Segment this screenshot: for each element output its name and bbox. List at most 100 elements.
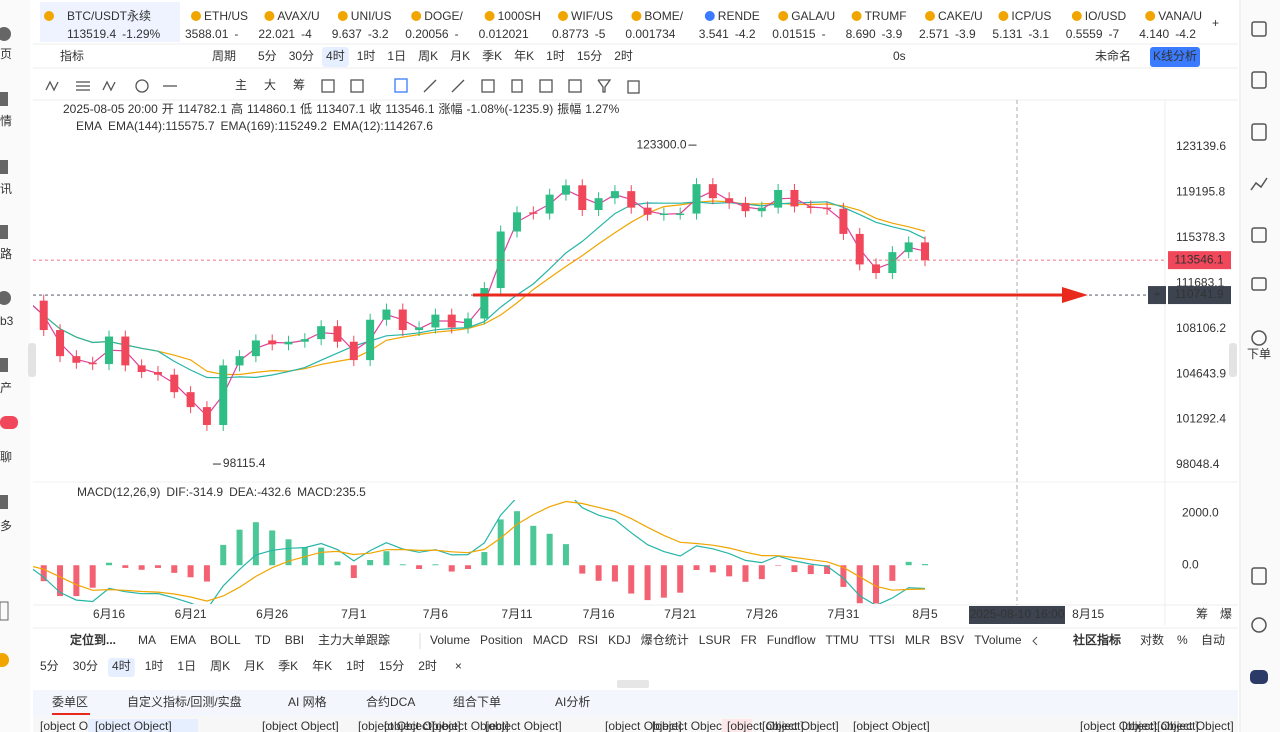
bottom-tab[interactable]: 组合下单 xyxy=(453,694,501,709)
timeframe[interactable]: 月K xyxy=(450,49,470,63)
sub-indicator[interactable]: TTSI xyxy=(869,633,895,647)
nav-icons[interactable] xyxy=(0,27,18,667)
main-indicator[interactable]: TD xyxy=(255,633,271,647)
timeframe[interactable]: 周K xyxy=(418,49,438,63)
timeframe[interactable]: 5分 xyxy=(40,659,59,673)
sub-indicator[interactable]: Volume xyxy=(430,633,470,647)
sub-indicator[interactable]: MLR xyxy=(905,633,931,647)
analysis-button-bg[interactable] xyxy=(1150,47,1200,67)
add-alert[interactable]: + xyxy=(1153,287,1160,301)
ticker-cell[interactable]: BOME/0.001734 xyxy=(624,2,696,42)
timeframe[interactable]: 30分 xyxy=(289,49,314,63)
close-timeframes[interactable]: × xyxy=(455,659,462,673)
chevron-left[interactable] xyxy=(1032,636,1038,646)
timeframe[interactable]: 15分 xyxy=(577,49,602,63)
timeframe[interactable]: 1时 xyxy=(357,49,376,63)
timeframe[interactable]: 2时 xyxy=(614,49,633,63)
main-indicator[interactable]: BOLL xyxy=(210,633,241,647)
draw-tool[interactable]: 大 xyxy=(264,78,276,92)
nav-label[interactable]: 页 xyxy=(0,47,12,61)
bottom-tab[interactable]: 合约DCA xyxy=(366,694,415,709)
ticker-cell[interactable]: CAKE/U 2.571 -3.9 xyxy=(918,2,989,42)
sub-indicator[interactable]: MACD xyxy=(533,633,569,647)
collapse-handle[interactable] xyxy=(28,343,36,377)
timeframe[interactable]: 季K xyxy=(278,659,298,673)
timeframe[interactable]: 1日 xyxy=(387,49,406,63)
timeframe[interactable]: 1时 xyxy=(546,49,565,63)
bottom-tab[interactable]: AI 网格 xyxy=(288,694,327,709)
sub-indicator[interactable]: KDJ xyxy=(608,633,631,647)
bottom-tab[interactable]: 委单区 xyxy=(52,695,88,709)
sub-indicator[interactable]: BSV xyxy=(940,633,964,647)
status-item[interactable]: [object Object] xyxy=(95,719,172,732)
timeframe[interactable]: 5分 xyxy=(258,49,277,63)
nav-label[interactable]: b3 xyxy=(0,314,14,328)
timeframe[interactable]: 年K xyxy=(312,659,332,673)
draw-tool[interactable]: 筹 xyxy=(293,78,305,92)
timeframe[interactable]: 4时 xyxy=(326,49,345,63)
timeframe[interactable]: 1日 xyxy=(177,659,196,673)
draw-tool[interactable]: 主 xyxy=(235,78,247,92)
bottom-tab[interactable]: 自定义指标/回测/实盘 xyxy=(127,694,242,709)
main-indicator[interactable]: EMA xyxy=(170,633,196,647)
sub-indicator[interactable]: Fundflow xyxy=(767,633,816,647)
layout-name[interactable]: 未命名 xyxy=(1095,48,1131,63)
timeframe[interactable]: 2时 xyxy=(418,659,437,673)
ticker-cell[interactable]: IO/USD 0.5559 -7 xyxy=(1064,2,1136,42)
bottom-tab[interactable]: AI分析 xyxy=(555,695,590,709)
ticker-cell[interactable]: UNI/US 9.637 -3.2 xyxy=(330,2,402,42)
sub-indicator[interactable]: RSI xyxy=(578,633,598,647)
ticker-cell[interactable]: RENDE 3.541 -4.2 xyxy=(697,2,769,42)
timeframe[interactable]: 4时 xyxy=(112,659,131,673)
ticker-cell[interactable]: WIF/US 0.8773 -5 xyxy=(551,2,622,42)
nav-label[interactable]: 情 xyxy=(0,114,12,128)
sub-indicator[interactable]: 爆仓统计 xyxy=(641,633,689,647)
ticker-cell[interactable]: 1000SH 0.012021 xyxy=(477,2,549,42)
nav-label[interactable]: 产 xyxy=(0,381,12,395)
nav-label[interactable]: 多 xyxy=(0,519,12,533)
chevron-right[interactable] xyxy=(382,636,388,646)
nav-label[interactable]: 聊 xyxy=(0,450,12,464)
sub-indicator[interactable]: FR xyxy=(741,633,757,647)
timeframe[interactable]: 年K xyxy=(514,49,534,63)
timeframe[interactable]: 周K xyxy=(210,659,230,673)
indicator-button[interactable]: 指标 xyxy=(60,48,84,63)
timeframe[interactable]: 1时 xyxy=(145,659,164,673)
ticker-cell[interactable]: ICP/US 5.131 -3.1 xyxy=(991,2,1063,42)
add-alert-bg[interactable] xyxy=(1148,286,1166,305)
ticker-cell[interactable]: DOGE/0.20056- xyxy=(404,2,476,42)
ticker-cell[interactable]: BTC/USDT永续 113519.4 -1.29% xyxy=(40,2,180,42)
nav-label[interactable]: 讯 xyxy=(0,182,12,196)
drawing-tool-icons[interactable] xyxy=(45,78,640,94)
timeframe[interactable]: 月K xyxy=(244,659,264,673)
chart-option[interactable]: 自动 xyxy=(1201,633,1225,647)
timeframe[interactable]: 1时 xyxy=(346,659,365,673)
timeframe[interactable]: 季K xyxy=(482,49,502,63)
sub-indicator[interactable]: TVolume xyxy=(974,633,1022,647)
main-indicator[interactable]: BBI xyxy=(285,633,304,647)
ticker-cell[interactable]: AVAX/U 22.021 -4 xyxy=(257,2,329,42)
sub-indicator[interactable]: TTMU xyxy=(826,633,859,647)
sidebar-icons[interactable] xyxy=(1250,21,1268,684)
analysis-button[interactable]: K线分析 xyxy=(1153,49,1197,63)
chart-option[interactable]: % xyxy=(1177,633,1188,647)
community-indicators[interactable]: 社区指标 xyxy=(1072,632,1121,647)
ticker-cell[interactable]: ETH/US 3588.01- xyxy=(184,2,255,42)
ticker-cell[interactable]: GALA/U 0.01515- xyxy=(771,2,843,42)
ticker-cell[interactable]: VANA/U 4.140 -4.2 xyxy=(1138,2,1210,42)
ticker-cell[interactable]: TRUMF 8.690 -3.9 xyxy=(844,2,916,42)
sub-indicator[interactable]: Position xyxy=(480,633,523,647)
sub-indicator[interactable]: LSUR xyxy=(699,633,731,647)
period-button[interactable]: 周期 xyxy=(212,49,236,63)
main-indicator[interactable]: 主力大单跟踪 xyxy=(318,633,390,647)
nav-label[interactable]: 路 xyxy=(0,246,12,261)
main-indicator[interactable]: MA xyxy=(138,633,156,647)
order-label[interactable]: 下单 xyxy=(1247,347,1271,361)
locate-button[interactable]: 定位到... xyxy=(70,632,116,647)
resize-handle[interactable] xyxy=(617,680,649,688)
collapse-handle[interactable] xyxy=(1229,343,1237,377)
chart-option[interactable]: 对数 xyxy=(1140,632,1164,647)
timeframe[interactable]: 15分 xyxy=(379,659,404,673)
add-ticker[interactable]: + xyxy=(1212,16,1219,30)
timeframe[interactable]: 30分 xyxy=(73,659,98,673)
